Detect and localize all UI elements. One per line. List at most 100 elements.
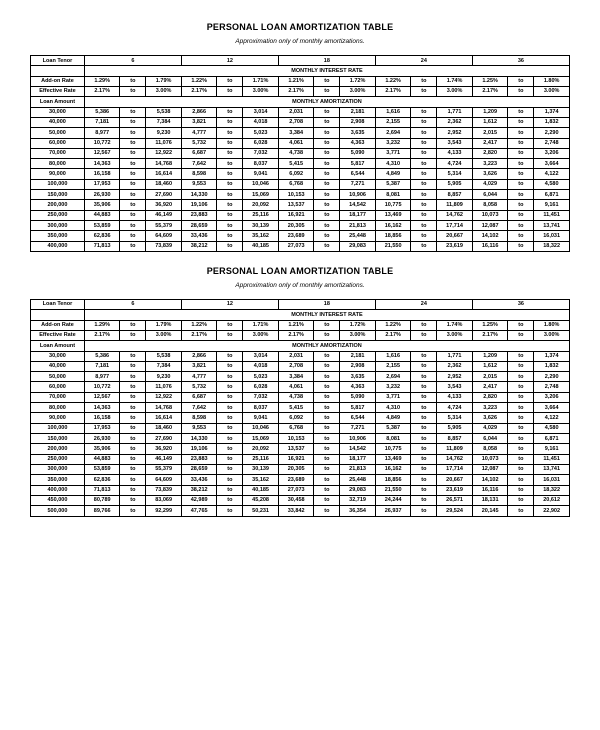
range-from: 23,689 <box>278 231 314 241</box>
range-to-word: to <box>411 179 437 189</box>
range-to: 20,092 <box>243 444 279 454</box>
range-to: 25,116 <box>243 210 279 220</box>
range-to: 3.00% <box>243 86 279 96</box>
range-to-word: to <box>508 320 534 330</box>
range-from: 14,102 <box>472 475 508 485</box>
range-to-word: to <box>508 361 534 371</box>
range-to: 1.80% <box>534 320 570 330</box>
table-row: 500,00089,766to92,29947,765to50,23133,84… <box>31 506 570 516</box>
range-to-word: to <box>508 330 534 340</box>
range-to-word: to <box>411 392 437 402</box>
table-row: 60,00010,772to11,0765,732to6,0284,061to4… <box>31 382 570 392</box>
range-to-word: to <box>411 117 437 127</box>
effective-row: Effective Rate2.17%to3.00%2.17%to3.00%2.… <box>31 86 570 96</box>
range-to: 2,290 <box>534 128 570 138</box>
range-to-word: to <box>411 107 437 117</box>
range-to: 6,871 <box>534 190 570 200</box>
range-to-word: to <box>120 117 146 127</box>
range-to-word: to <box>217 475 243 485</box>
range-from: 53,859 <box>84 221 120 231</box>
range-to-word: to <box>314 454 340 464</box>
loan-amount: 70,000 <box>31 148 85 158</box>
range-to-word: to <box>411 159 437 169</box>
range-from: 2.17% <box>375 86 411 96</box>
range-from: 6,092 <box>278 413 314 423</box>
range-from: 2,031 <box>278 351 314 361</box>
range-from: 2.17% <box>181 86 217 96</box>
range-to-word: to <box>508 423 534 433</box>
range-to: 7,271 <box>340 179 376 189</box>
range-to-word: to <box>120 169 146 179</box>
tenor-col: 18 <box>278 299 375 309</box>
range-to: 3,543 <box>437 138 473 148</box>
range-to-word: to <box>508 351 534 361</box>
range-from: 44,883 <box>84 210 120 220</box>
range-to: 7,271 <box>340 423 376 433</box>
range-to: 15,069 <box>243 434 279 444</box>
rate-header-row: MONTHLY INTEREST RATE <box>31 310 570 320</box>
range-from: 10,073 <box>472 454 508 464</box>
range-from: 89,766 <box>84 506 120 516</box>
range-to: 10,906 <box>340 190 376 200</box>
range-to: 4,122 <box>534 413 570 423</box>
range-to-word: to <box>314 117 340 127</box>
range-from: 38,212 <box>181 485 217 495</box>
range-from: 16,921 <box>278 210 314 220</box>
range-from: 5,415 <box>278 403 314 413</box>
range-to: 36,920 <box>146 200 182 210</box>
range-from: 4,777 <box>181 372 217 382</box>
range-from: 5,732 <box>181 382 217 392</box>
range-to-word: to <box>217 86 243 96</box>
range-to-word: to <box>411 210 437 220</box>
range-to-word: to <box>120 200 146 210</box>
range-to: 4,018 <box>243 117 279 127</box>
range-from: 26,937 <box>375 506 411 516</box>
table-row: 200,00035,906to36,92019,106to20,09213,53… <box>31 444 570 454</box>
range-from: 3,384 <box>278 128 314 138</box>
range-to: 18,322 <box>534 241 570 251</box>
range-to: 3,543 <box>437 382 473 392</box>
range-from: 6,768 <box>278 423 314 433</box>
range-to: 5,905 <box>437 179 473 189</box>
range-to-word: to <box>314 200 340 210</box>
range-from: 9,553 <box>181 423 217 433</box>
range-to: 9,230 <box>146 372 182 382</box>
range-to: 55,379 <box>146 464 182 474</box>
amortization-block: PERSONAL LOAN AMORTIZATION TABLEApproxim… <box>30 266 570 517</box>
range-from: 4,738 <box>278 392 314 402</box>
range-to-word: to <box>120 506 146 516</box>
range-to-word: to <box>314 464 340 474</box>
table-row: 40,0007,181to7,3843,821to4,0182,708to2,9… <box>31 361 570 371</box>
range-from: 4,310 <box>375 159 411 169</box>
range-to-word: to <box>508 444 534 454</box>
tenor-col: 24 <box>375 299 472 309</box>
range-to: 4,724 <box>437 159 473 169</box>
range-to: 29,524 <box>437 506 473 516</box>
range-to: 3,664 <box>534 159 570 169</box>
range-from: 10,153 <box>278 190 314 200</box>
range-from: 2,820 <box>472 148 508 158</box>
rate-header: MONTHLY INTEREST RATE <box>84 66 569 76</box>
range-from: 28,659 <box>181 221 217 231</box>
range-from: 1.22% <box>375 76 411 86</box>
range-to-word: to <box>217 138 243 148</box>
loan-amount: 90,000 <box>31 413 85 423</box>
range-to-word: to <box>411 495 437 505</box>
range-to-word: to <box>217 159 243 169</box>
range-to-word: to <box>314 76 340 86</box>
range-to: 5,314 <box>437 413 473 423</box>
range-from: 14,102 <box>472 231 508 241</box>
range-to-word: to <box>508 138 534 148</box>
range-to-word: to <box>411 221 437 231</box>
range-to-word: to <box>314 372 340 382</box>
range-from: 5,415 <box>278 159 314 169</box>
range-from: 4,029 <box>472 179 508 189</box>
range-from: 1.25% <box>472 76 508 86</box>
range-to-word: to <box>217 361 243 371</box>
range-to: 6,028 <box>243 382 279 392</box>
range-to: 29,083 <box>340 485 376 495</box>
range-to-word: to <box>217 231 243 241</box>
range-from: 20,145 <box>472 506 508 516</box>
range-to: 9,230 <box>146 128 182 138</box>
range-from: 62,836 <box>84 231 120 241</box>
